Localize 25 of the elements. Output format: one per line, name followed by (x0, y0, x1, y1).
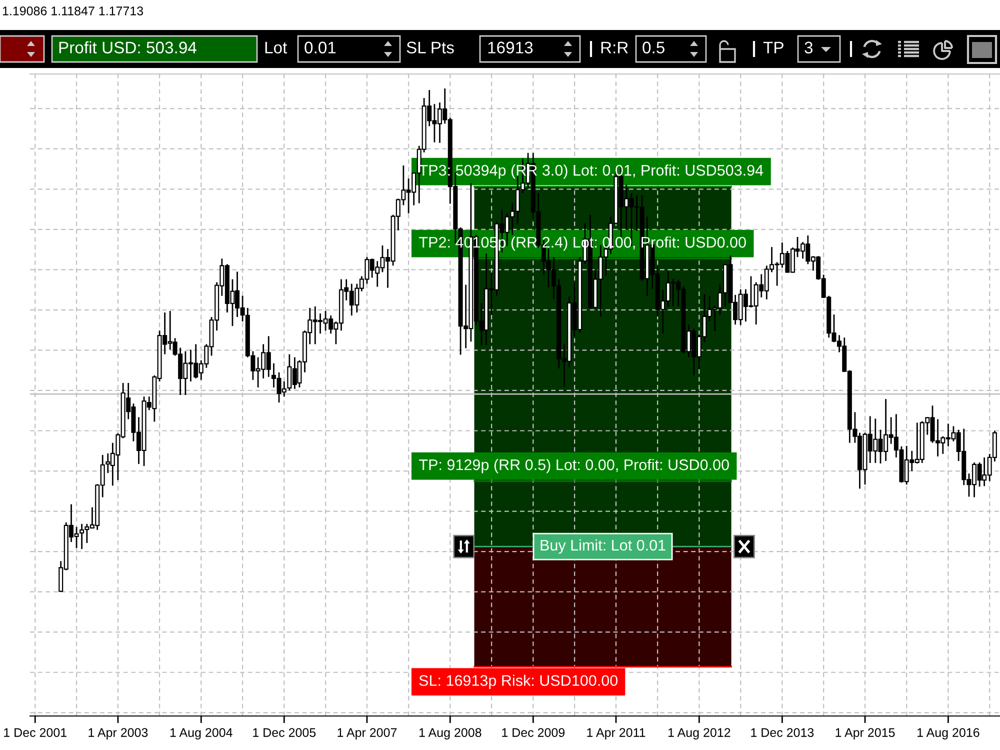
text: 0.5 (642, 42, 664, 54)
text: SL: 16913p Risk: USD100.00 (419, 674, 618, 689)
text: TP (763, 42, 784, 54)
text: 1.19086 1.11847 1.17713 (2, 6, 144, 16)
x-tick-label: 1 Apr 2015 (836, 728, 895, 740)
x-tick-label: 1 Apr 2003 (88, 728, 148, 740)
text: 0.01 (304, 42, 336, 54)
text: SL Pts (406, 42, 454, 54)
x-tick-label: 1 Dec 2005 (253, 728, 316, 737)
text: Profit USD: 503.94 (59, 41, 196, 54)
x-tick-label: 1 Aug 2008 (419, 728, 482, 740)
text: Lot (265, 42, 288, 54)
text: R:R (601, 42, 628, 54)
annotation: TP: 9129p (RR 0.5) Lot: 0.00, Profit: USD0.00 (419, 458, 729, 474)
x-tick-label: 1 Dec 2013 (751, 728, 814, 737)
x-tick-label: 1 Apr 2007 (338, 728, 397, 740)
annotation: Buy Limit: Lot 0.01 (540, 539, 666, 554)
x-tick-label: 1 Aug 2016 (918, 728, 980, 740)
text: 16913 (488, 42, 533, 54)
x-tick-label: 1 Aug 2004 (170, 728, 232, 740)
text: 3 (804, 42, 813, 54)
x-tick-label: 1 Dec 2001 (4, 728, 66, 737)
x-tick-label: 1 Aug 2012 (668, 728, 730, 740)
x-tick-label: 1 Dec 2009 (502, 728, 565, 737)
x-tick-label: 1 Apr 2011 (587, 728, 646, 740)
